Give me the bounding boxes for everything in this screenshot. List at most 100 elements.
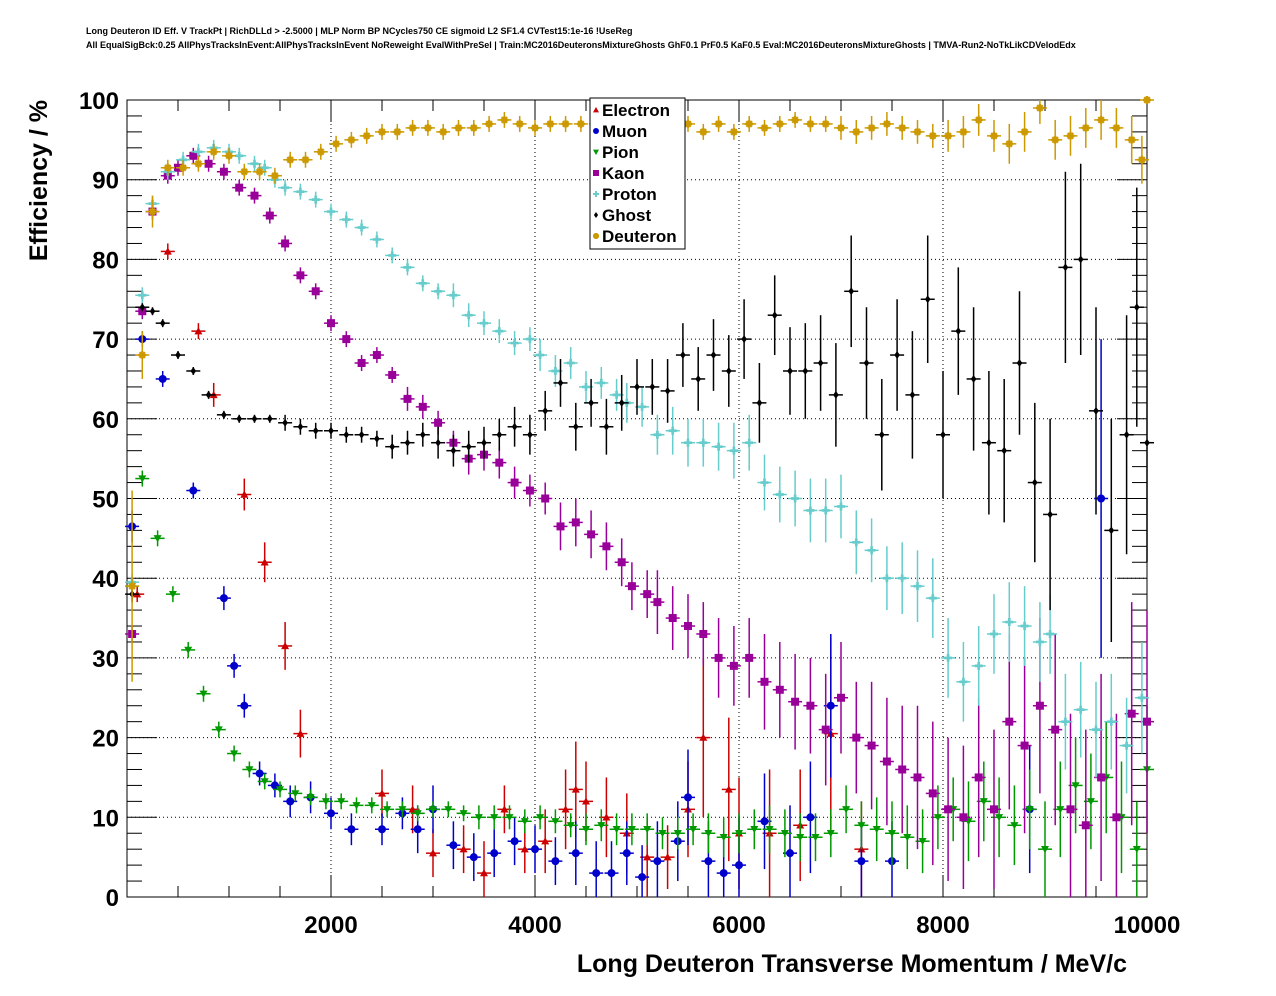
data-point — [252, 163, 267, 180]
y-tick-label: 60 — [92, 407, 119, 434]
marker-square — [944, 805, 953, 814]
data-point — [135, 303, 150, 312]
marker-diamond — [328, 426, 334, 435]
marker-star — [684, 119, 692, 128]
data-point — [941, 737, 956, 882]
marker-square — [219, 167, 228, 176]
marker-star — [699, 127, 708, 136]
marker-triangle-down — [306, 794, 315, 802]
marker-square — [821, 725, 830, 734]
marker-star — [194, 159, 203, 168]
data-point — [910, 550, 925, 623]
marker-triangle-down — [765, 826, 774, 834]
data-point — [604, 841, 619, 897]
data-point — [288, 785, 303, 802]
marker-diamond — [312, 426, 319, 435]
data-point — [318, 793, 333, 810]
data-point — [145, 307, 160, 316]
marker-diamond — [879, 430, 885, 439]
marker-triangle-down — [505, 814, 514, 822]
data-point — [420, 119, 435, 136]
data-point — [844, 235, 859, 348]
data-point — [247, 414, 262, 423]
data-point — [492, 418, 507, 451]
data-point — [711, 115, 726, 132]
y-tick-label: 30 — [92, 646, 119, 673]
marker-circle — [806, 813, 815, 822]
marker-diamond — [664, 386, 671, 395]
marker-star — [362, 131, 371, 140]
marker-square — [1051, 725, 1060, 734]
marker-diamond — [649, 382, 656, 391]
data-point — [971, 626, 986, 706]
data-point — [538, 809, 553, 874]
data-point — [1017, 586, 1032, 666]
data-point — [808, 813, 823, 862]
data-point — [548, 809, 563, 834]
marker-star — [408, 123, 417, 132]
data-point — [482, 115, 497, 132]
marker-diamond — [159, 319, 166, 328]
data-point — [1058, 171, 1073, 364]
data-point — [584, 510, 599, 559]
y-tick-label: 100 — [79, 88, 119, 115]
data-point — [415, 394, 430, 419]
marker-circle — [510, 837, 519, 846]
data-point — [507, 406, 522, 447]
data-point — [487, 829, 502, 878]
data-point — [201, 390, 216, 399]
marker-diamond — [1032, 478, 1038, 487]
data-point — [507, 817, 522, 866]
marker-square — [729, 661, 738, 670]
marker-cross — [566, 359, 575, 368]
marker-triangle-down — [383, 806, 392, 814]
legend-label: Proton — [602, 185, 657, 204]
data-point — [232, 179, 247, 196]
marker-triangle-up — [296, 729, 305, 737]
data-point — [477, 841, 491, 897]
marker-diamond — [573, 422, 579, 431]
marker-diamond — [450, 446, 457, 455]
marker-circle — [158, 374, 167, 383]
data-point — [385, 247, 400, 264]
data-point — [1073, 661, 1088, 758]
marker-square — [837, 693, 845, 702]
data-point — [216, 163, 231, 180]
data-point — [941, 119, 956, 152]
data-point — [344, 813, 359, 846]
marker-square — [587, 530, 596, 539]
marker-star — [791, 115, 800, 124]
data-point — [553, 359, 568, 407]
data-point — [283, 151, 298, 168]
data-point — [375, 813, 389, 846]
marker-diamond — [496, 430, 503, 439]
data-point — [956, 115, 971, 148]
data-point — [171, 351, 185, 360]
marker-diamond — [833, 390, 839, 399]
data-point — [834, 641, 848, 754]
data-point — [925, 123, 940, 148]
data-point — [1104, 418, 1119, 642]
data-point — [650, 414, 665, 455]
marker-cross — [597, 378, 606, 387]
marker-diamond — [175, 351, 181, 360]
data-point — [675, 323, 690, 387]
data-point — [339, 426, 354, 443]
marker-triangle-up — [541, 837, 550, 845]
x-tick-label: 4000 — [508, 912, 561, 939]
data-point — [191, 155, 206, 172]
x-tick-label: 2000 — [304, 912, 357, 939]
marker-cross — [806, 506, 815, 515]
marker-triangle-down — [337, 798, 346, 806]
marker-diamond — [557, 378, 564, 387]
data-point — [925, 721, 940, 866]
data-point — [145, 195, 160, 228]
marker-triangle-down — [230, 750, 239, 758]
marker-triangle-down — [291, 790, 300, 798]
marker-triangle-down — [1132, 845, 1141, 854]
data-point — [186, 366, 201, 375]
data-point — [650, 570, 665, 634]
data-point — [742, 115, 757, 132]
marker-cross — [372, 235, 381, 244]
data-point — [293, 183, 308, 200]
